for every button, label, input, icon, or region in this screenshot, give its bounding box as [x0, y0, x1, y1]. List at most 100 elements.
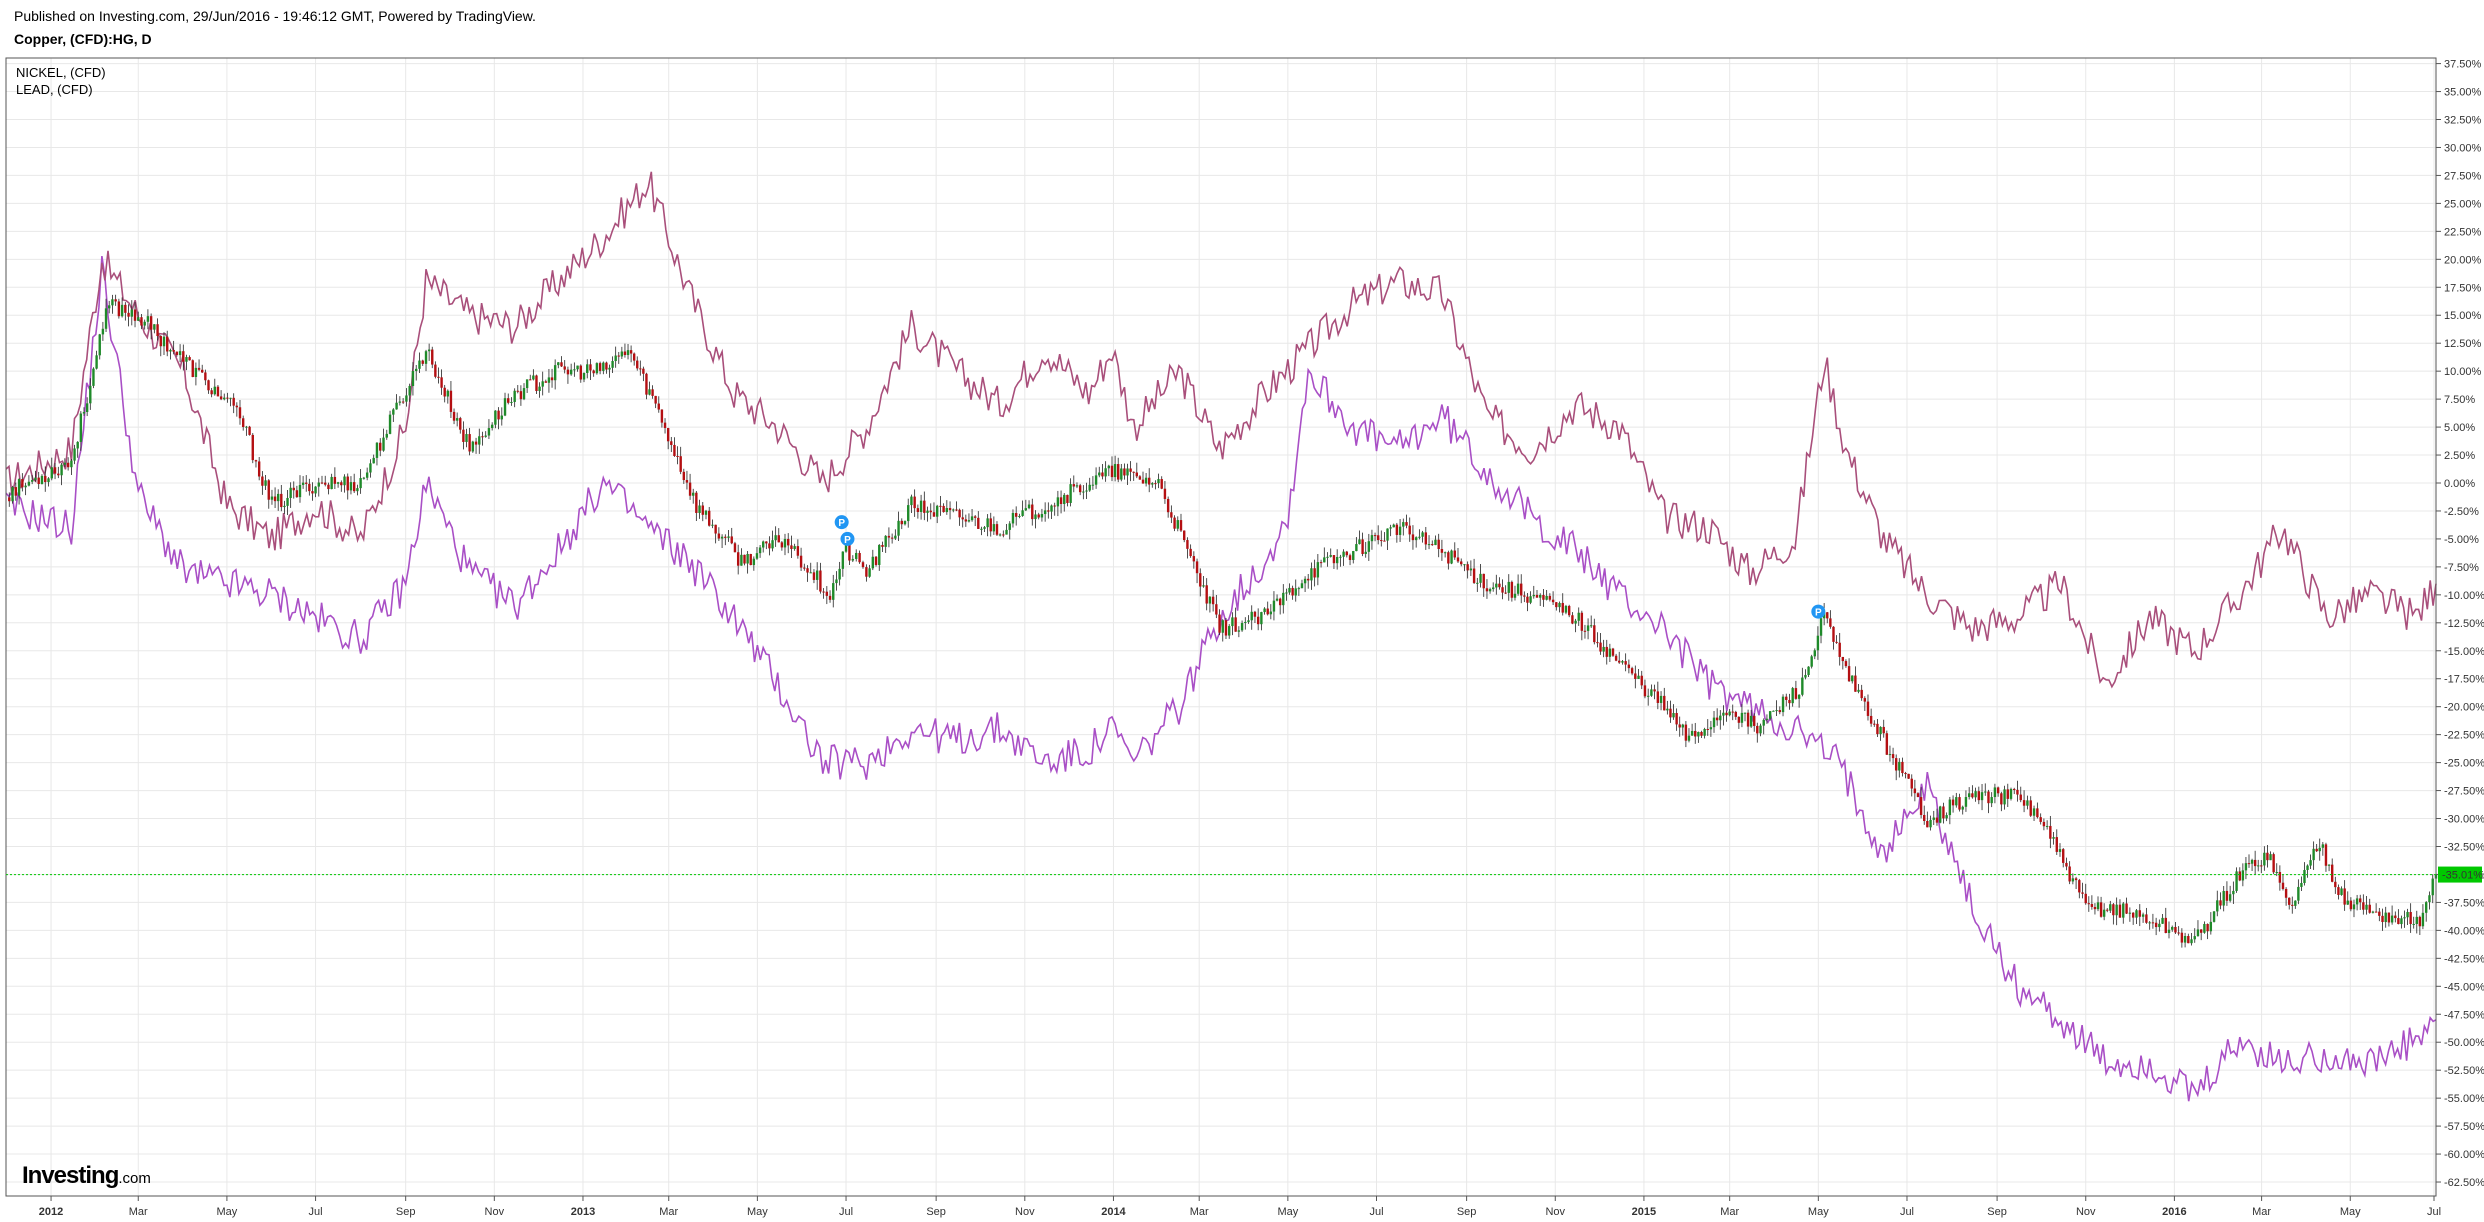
candle-body: [484, 435, 487, 437]
candle-body: [191, 360, 194, 377]
candle-body: [34, 477, 37, 481]
candle-body: [14, 487, 18, 496]
candle-body: [676, 455, 679, 457]
x-tick-label: Mar: [2252, 1206, 2271, 1218]
y-tick-label: 22.50%: [2444, 226, 2482, 238]
candle-body: [1386, 528, 1389, 541]
lead-series-line: [5, 255, 2437, 1102]
candle-body: [1876, 723, 1879, 735]
candle-body: [1507, 581, 1510, 593]
candle-body: [532, 375, 535, 380]
candle-body: [1355, 544, 1358, 552]
candle-body: [229, 397, 232, 399]
candle-body: [336, 482, 340, 484]
candle-body: [1234, 617, 1237, 632]
candle-body: [550, 377, 554, 381]
candle-body: [1728, 711, 1731, 716]
candle-body: [2090, 904, 2094, 907]
y-tick-label: 30.00%: [2444, 142, 2482, 154]
candle-body: [1801, 677, 1804, 695]
candle-body: [385, 433, 388, 438]
candle-body: [1703, 729, 1706, 736]
candle-body: [1463, 564, 1466, 566]
candle-body: [1618, 660, 1621, 663]
y-tick-label: 37.50%: [2444, 59, 2482, 71]
candle-body: [398, 401, 402, 403]
candle-body: [1860, 689, 1863, 699]
candle-body: [1129, 468, 1132, 472]
candle-body: [2065, 862, 2068, 867]
candle-body: [1762, 719, 1765, 726]
candle-body: [1358, 539, 1361, 545]
candle-body: [1495, 583, 1498, 588]
current-price-marker: -35.01%: [6, 866, 2483, 883]
candle-body: [140, 317, 143, 326]
candle-body: [1392, 524, 1395, 528]
candle-body: [522, 388, 526, 400]
candle-body: [459, 418, 462, 430]
candle-body: [1919, 797, 1923, 815]
candle-body: [2193, 936, 2196, 940]
candle-body: [95, 355, 98, 369]
candle-body: [392, 409, 395, 415]
candle-body: [576, 365, 579, 370]
candle-body: [1361, 539, 1364, 554]
candle-body: [2087, 903, 2091, 905]
candle-body: [149, 316, 153, 330]
x-tick-label: Sep: [1987, 1206, 2007, 1218]
candle-body: [2180, 932, 2184, 943]
candle-body: [1564, 605, 1568, 613]
candle-body: [452, 411, 456, 421]
candle-body: [2081, 892, 2084, 894]
candle-body: [1307, 578, 1310, 581]
x-tick-label: Mar: [129, 1206, 148, 1218]
x-tick-label: Sep: [1457, 1206, 1477, 1218]
y-tick-label: 27.50%: [2444, 170, 2482, 182]
candle-body: [1450, 550, 1453, 564]
candle-body: [223, 397, 226, 400]
candle-body: [2022, 800, 2026, 806]
y-tick-label: 2.50%: [2444, 450, 2475, 462]
candle-body: [2337, 887, 2340, 895]
candle-body: [608, 367, 611, 370]
candle-body: [408, 385, 411, 396]
candle-body: [1157, 479, 1160, 484]
candle-body: [401, 401, 405, 403]
candle-body: [544, 381, 548, 383]
candle-body: [1170, 512, 1173, 518]
candle-body: [1958, 797, 1961, 810]
candle-body: [210, 390, 213, 395]
investing-logo[interactable]: Investing.com: [22, 1162, 151, 1190]
candle-body: [1056, 497, 1060, 507]
candle-body: [2232, 890, 2235, 895]
candle-body: [553, 365, 557, 381]
candle-body: [708, 510, 711, 526]
candle-body: [1630, 668, 1634, 674]
candle-body: [1942, 806, 1945, 819]
candle-body: [890, 537, 894, 539]
candle-body: [783, 538, 787, 548]
y-tick-label: -52.50%: [2444, 1065, 2484, 1077]
pin-marker-circle: [834, 515, 849, 530]
candle-body: [50, 467, 53, 479]
candle-body: [1929, 819, 1932, 828]
y-axis: 37.50% 35.00% 32.50% 30.00% 27.50% 25.00% 22.5…: [2436, 59, 2484, 1189]
candle-body: [964, 519, 968, 522]
y-tick-label: -37.50%: [2444, 897, 2484, 909]
x-tick-label: 2016: [2162, 1206, 2186, 1218]
candle-body: [1526, 596, 1529, 603]
candle-body: [1104, 468, 1107, 477]
candle-body: [66, 462, 70, 468]
candle-body: [1482, 573, 1485, 589]
candle-body: [2013, 788, 2016, 790]
candle-body: [815, 570, 819, 580]
candle-body: [2190, 939, 2193, 944]
candle-body: [916, 508, 920, 513]
candle-body: [2390, 915, 2394, 923]
candle-body: [107, 305, 111, 309]
candle-body: [1775, 710, 1778, 712]
candle-body: [589, 364, 592, 371]
candle-body: [865, 567, 868, 577]
x-tick-label: 2013: [571, 1206, 595, 1218]
